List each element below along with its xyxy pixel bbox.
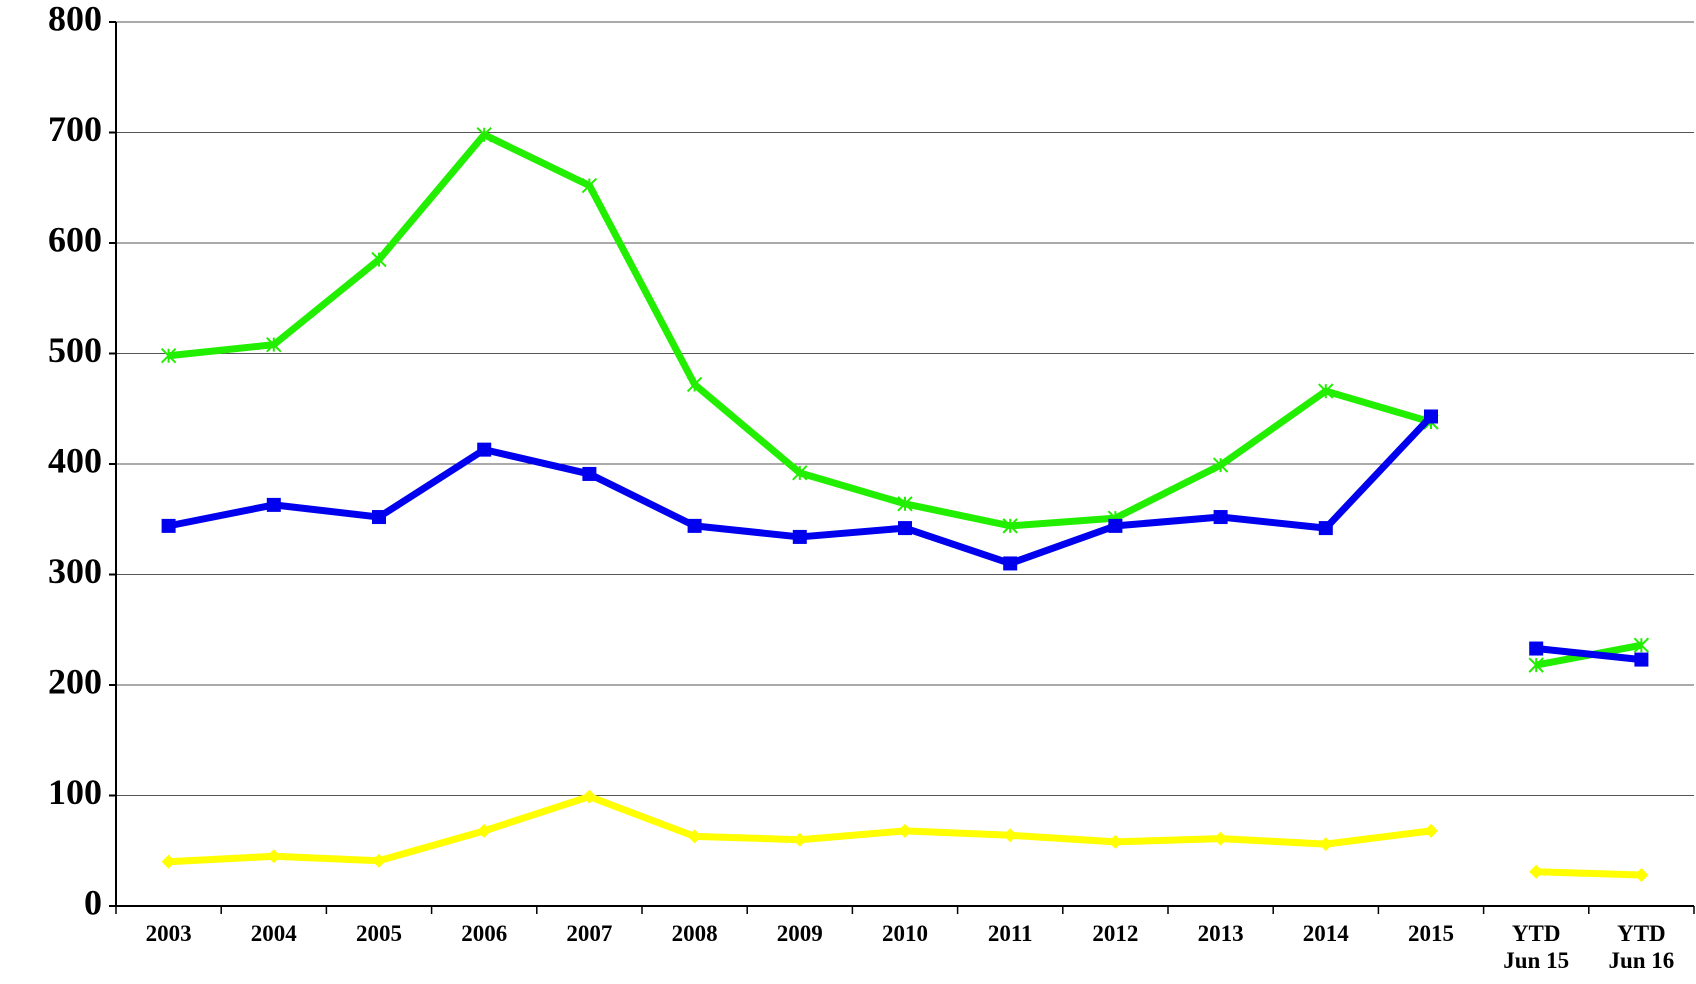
marker [372,510,386,525]
x-tick-label: 2007 [566,921,613,946]
series-line [168,793,1432,866]
marker [792,832,807,847]
marker [1634,652,1649,667]
marker [477,823,492,838]
marker [1529,641,1544,656]
x-tick-label: 2004 [250,921,297,946]
marker [266,336,282,353]
marker [1634,868,1649,883]
marker [372,853,386,868]
y-tick-label: 800 [48,0,102,38]
marker [1213,510,1228,525]
marker [582,789,597,804]
marker [161,854,176,869]
x-tick-label: 2014 [1302,921,1349,946]
marker [1002,518,1018,534]
y-tick-label: 700 [48,109,102,149]
marker [582,466,597,481]
marker [1213,831,1228,846]
marker [1318,383,1334,399]
marker [686,376,703,393]
marker [1318,837,1333,852]
x-tick-label: 2012 [1092,921,1139,946]
marker [161,518,176,533]
marker [792,529,807,544]
marker [371,251,387,268]
marker [687,518,702,533]
marker [160,348,177,364]
marker [897,496,913,512]
marker [1424,823,1438,838]
x-tick-label: 2005 [356,921,402,946]
x-tick-label: 2011 [987,921,1033,946]
y-tick-label: 300 [48,551,102,591]
y-tick-label: 0 [84,882,102,922]
x-tick-label: 2003 [145,921,192,946]
y-tick-label: 500 [48,330,102,370]
marker [1108,834,1123,849]
marker [898,823,912,838]
x-tick-label: YTD Jun 15 [1503,921,1570,973]
marker [1003,828,1018,843]
marker [898,521,912,536]
y-tick-label: 600 [48,219,102,259]
x-tick-label: 2009 [776,921,823,946]
marker [1003,556,1018,571]
marker [1318,521,1333,536]
y-tick-label: 400 [48,440,102,480]
x-tick-label: 2008 [671,921,718,946]
marker [1212,457,1229,473]
marker [1633,637,1650,653]
marker [1528,657,1544,673]
x-tick-label: 2010 [882,921,928,946]
marker [477,442,492,457]
marker [266,497,281,512]
x-tick-label: 2015 [1408,921,1454,946]
x-tick-label: 2013 [1197,921,1244,946]
marker [476,127,492,143]
marker [266,849,281,864]
x-tick-label: 2006 [461,921,508,946]
marker [1108,518,1123,533]
marker [1424,409,1438,424]
y-tick-label: 100 [48,772,102,812]
y-tick-label: 200 [48,661,102,701]
marker [1529,864,1544,879]
marker [687,829,702,844]
series-line [1535,645,1642,664]
series-line [1536,868,1642,879]
x-tick-label: YTD Jun 16 [1608,921,1675,973]
marker [792,465,808,481]
marker [581,177,598,194]
